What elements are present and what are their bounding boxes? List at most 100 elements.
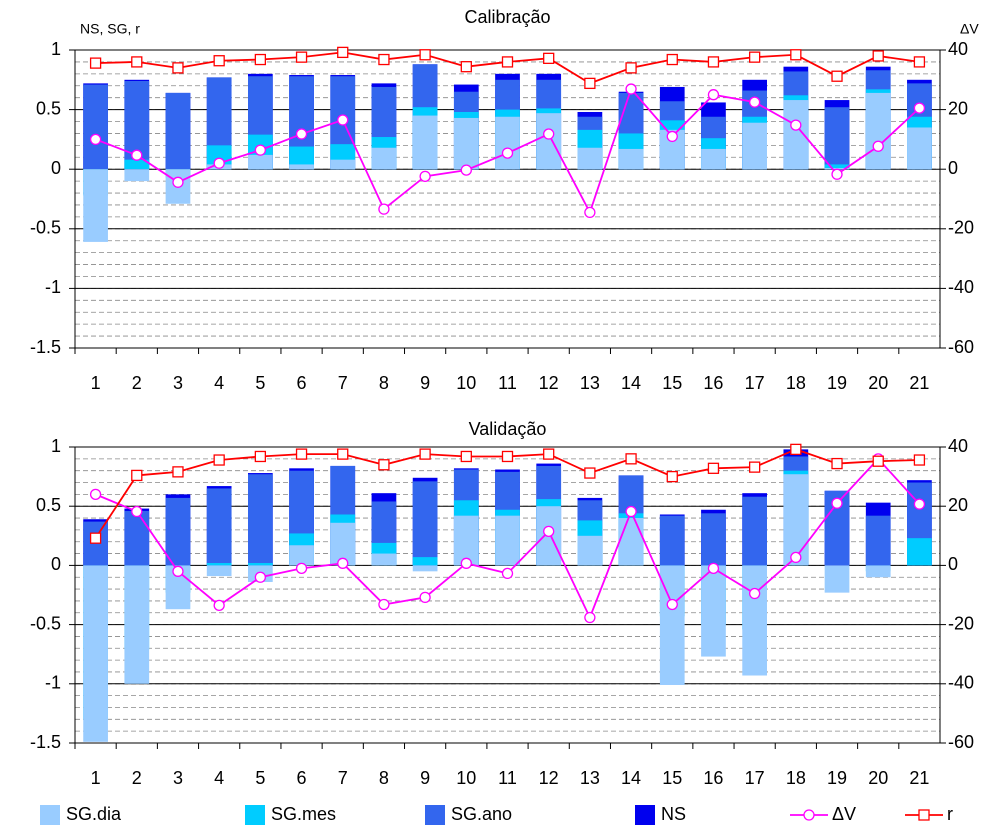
line-marker [213,157,225,169]
x-tick-label: 19 [827,768,847,788]
bar [907,538,932,566]
line-marker [748,96,761,108]
bar [742,496,767,566]
x-tick-label: 12 [539,373,559,393]
line-marker [295,51,308,63]
y-tick-label: -1 [45,673,61,693]
chart-title: Calibração [464,7,550,27]
line-marker [213,454,225,466]
legend-marker [803,809,815,821]
x-tick-label: 4 [214,768,224,788]
bar [248,563,273,566]
bar [165,497,191,566]
y-tick-label: 1 [51,436,61,456]
line-marker [584,206,596,219]
bar [495,515,520,566]
x-tick-label: 15 [662,768,682,788]
line-marker [89,57,102,69]
line-marker [790,49,802,61]
bar [742,122,767,170]
bar [577,535,603,566]
bar [742,565,767,676]
x-tick-label: 9 [420,373,430,393]
line-marker [337,448,349,460]
bar [618,518,644,566]
bar [289,545,314,566]
legend-swatch [635,805,655,825]
y-tick-label: -1.5 [30,732,61,752]
bar [495,116,520,170]
y2-tick-label: 40 [948,39,968,59]
x-tick-label: 17 [745,373,765,393]
bar [330,159,356,170]
line-marker [131,505,143,518]
line-marker [831,70,843,82]
line-marker [584,611,596,624]
legend-label: r [947,804,953,824]
line-marker [295,448,308,460]
x-tick-label: 6 [297,768,307,788]
line-marker [131,56,143,68]
bar [412,481,438,566]
x-tick-label: 2 [132,373,142,393]
x-tick-label: 2 [132,768,142,788]
x-tick-label: 3 [173,768,183,788]
y-tick-label: 0 [51,158,61,178]
y2-tick-label: -20 [948,613,974,633]
line-marker [419,448,431,460]
line-marker [172,176,184,188]
bar [618,148,644,170]
y-tick-label: 1 [51,39,61,59]
line-marker [378,459,390,471]
line-marker [419,49,431,61]
x-tick-label: 4 [214,373,224,393]
bar [536,113,562,170]
bar [83,84,108,170]
y-tick-label: -1 [45,277,61,297]
x-tick-label: 13 [580,768,600,788]
bar [412,565,438,572]
line-marker [831,497,843,509]
line-marker [501,56,514,68]
line-marker [625,505,637,518]
x-tick-label: 8 [379,373,389,393]
line-marker [337,114,349,126]
line-marker [913,102,926,114]
x-tick-label: 12 [539,768,559,788]
bar [206,488,232,566]
line-marker [419,170,431,183]
line-marker [501,567,514,580]
line-marker [295,128,308,140]
x-tick-label: 20 [868,768,888,788]
y2-tick-label: 40 [948,436,968,456]
plot-frame [74,446,941,744]
line-marker [584,467,596,479]
x-tick-label: 1 [91,768,101,788]
y2-tick-label: -60 [948,732,974,752]
bar [659,515,685,566]
bar [165,92,191,170]
legend-label: SG.dia [66,804,122,824]
line-marker [790,443,802,456]
bar [371,553,397,566]
line-marker [131,149,143,161]
line-marker [707,89,720,101]
legend-marker [918,809,930,821]
line-marker [172,62,184,74]
line-marker [501,450,514,463]
line-marker [584,77,596,90]
bar [453,117,479,170]
x-tick-label: 7 [338,768,348,788]
x-tick-label: 21 [909,373,929,393]
line-marker [543,128,555,140]
line-marker [913,498,926,510]
bar [124,159,150,170]
y-tick-label: -0.5 [30,613,61,633]
bar [83,565,108,742]
x-tick-label: 11 [498,373,517,393]
bar [907,127,932,170]
line-marker [337,46,349,59]
line-marker [748,461,761,473]
legend-swatch [245,805,265,825]
line-marker [378,598,390,611]
